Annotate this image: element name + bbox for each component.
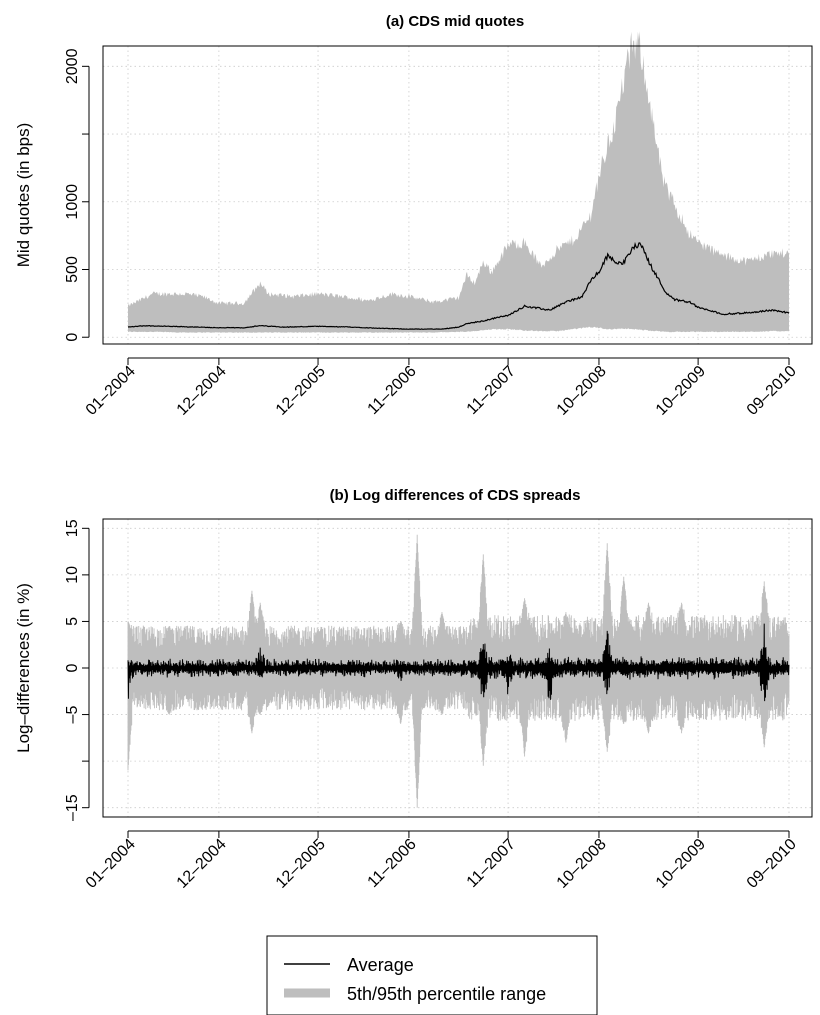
x-tick-label: 10–2008 — [554, 836, 610, 892]
panel-b-x-axis: 01–2004 12–2004 12–2005 11–2006 11–2007 10–20… — [83, 830, 800, 892]
panel-b: (b) Log differences of CDS spreads –15 –5… — [14, 487, 813, 892]
band-5th-95th-percentile — [128, 31, 789, 333]
panel-a-frame — [102, 45, 813, 345]
panel-a-y-axis-label: Mid quotes (in bps) — [14, 123, 33, 268]
panel-a-x-axis: 01–2004 12–2004 12–2005 11–2006 11–2007 10–20… — [83, 357, 800, 419]
y-tick-label: 5 — [64, 617, 81, 626]
panel-b-line-layer — [127, 623, 790, 702]
x-tick-label: 11–2006 — [365, 836, 420, 891]
x-tick-label: 11–2007 — [464, 836, 519, 891]
legend-label-average: Average — [347, 955, 414, 975]
line-average — [127, 241, 790, 330]
panel-a-band-layer — [128, 31, 789, 333]
y-tick-label: 500 — [64, 256, 81, 283]
y-tick-label: 0 — [64, 333, 81, 342]
x-tick-label: 09–2010 — [744, 836, 800, 892]
legend: Average 5th/95th percentile range — [266, 935, 598, 1015]
x-tick-label: 11–2006 — [365, 363, 420, 418]
y-tick-label: 0 — [64, 663, 81, 672]
line-average — [127, 623, 790, 702]
x-tick-label: 12–2004 — [174, 836, 230, 892]
y-tick-label: –5 — [64, 706, 81, 724]
x-tick-label: 01–2004 — [83, 363, 139, 419]
legend-box — [266, 935, 598, 1015]
x-tick-label: 10–2009 — [653, 836, 709, 892]
panel-a-y-axis: 0 500 1000 2000 — [64, 48, 90, 342]
x-tick-label: 01–2004 — [83, 836, 139, 892]
panel-b-frame — [102, 518, 813, 818]
y-tick-label: –15 — [64, 794, 81, 821]
x-tick-label: 12–2005 — [273, 836, 329, 892]
x-tick-label: 11–2007 — [464, 363, 519, 418]
x-tick-label: 12–2004 — [174, 363, 230, 419]
panel-b-y-axis: –15 –5 0 5 10 15 — [64, 519, 90, 821]
panel-b-y-axis-label: Log–differences (in %) — [14, 583, 33, 753]
x-tick-label: 10–2008 — [554, 363, 610, 419]
panel-b-title: (b) Log differences of CDS spreads — [330, 487, 581, 504]
legend-label-percentile-range: 5th/95th percentile range — [347, 984, 546, 1004]
panel-a-title: (a) CDS mid quotes — [386, 13, 524, 30]
y-tick-label: 15 — [64, 519, 81, 537]
y-tick-label: 10 — [64, 566, 81, 584]
x-tick-label: 10–2009 — [653, 363, 709, 419]
y-tick-label: 1000 — [64, 184, 81, 220]
y-tick-label: 2000 — [64, 48, 81, 84]
panel-a: (a) CDS mid quotes 0 500 1000 2000 01–2004 1… — [14, 13, 813, 419]
x-tick-label: 12–2005 — [273, 363, 329, 419]
panel-a-line-layer — [127, 241, 790, 330]
x-tick-label: 09–2010 — [744, 363, 800, 419]
